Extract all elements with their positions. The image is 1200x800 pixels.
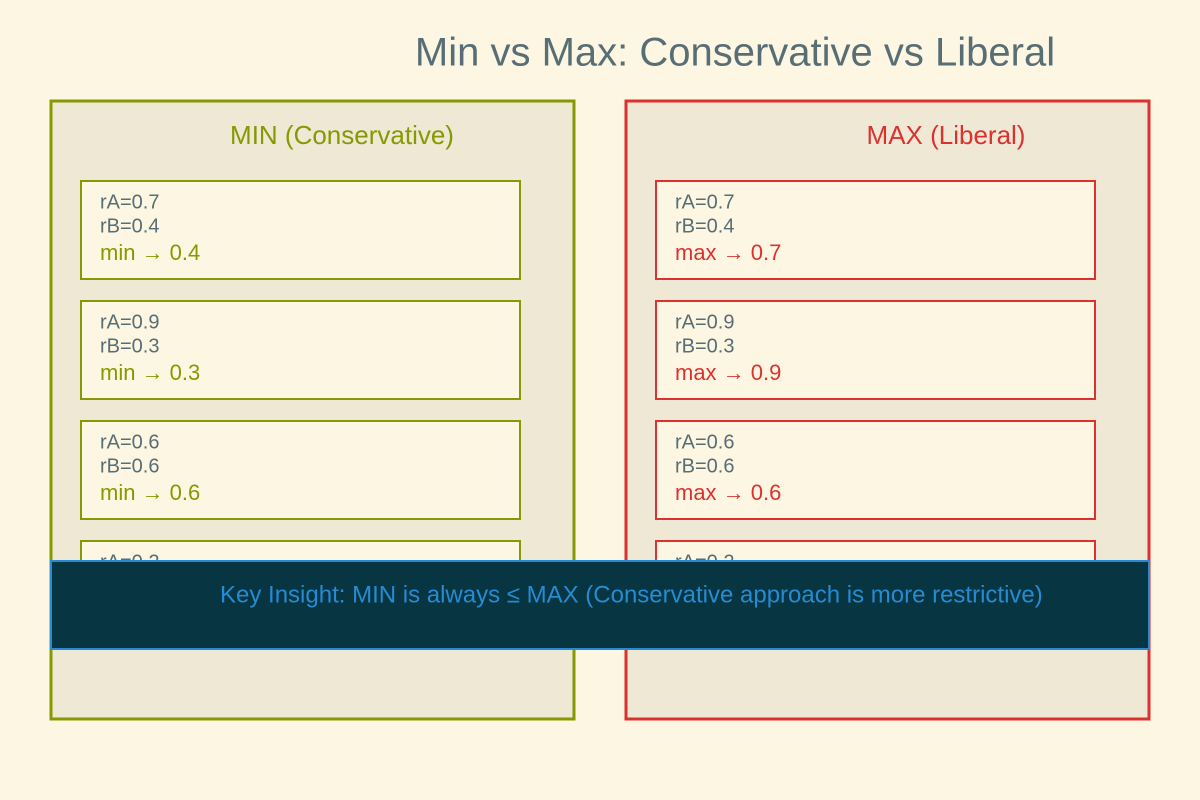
card-rb: rB=0.4 xyxy=(675,215,734,237)
card-result: max → 0.9 xyxy=(675,360,781,385)
card-ra: rA=0.7 xyxy=(100,191,159,213)
card xyxy=(655,420,1096,520)
card-result: min → 0.6 xyxy=(100,480,200,505)
card-rb: rB=0.4 xyxy=(100,215,159,237)
card xyxy=(80,180,521,280)
card-ra: rA=0.7 xyxy=(675,191,734,213)
card-result: max → 0.6 xyxy=(675,480,781,505)
card xyxy=(655,300,1096,400)
card-rb: rB=0.3 xyxy=(675,335,734,357)
card xyxy=(655,180,1096,280)
card-result: min → 0.4 xyxy=(100,240,200,265)
card-result: max → 0.7 xyxy=(675,240,781,265)
card xyxy=(80,300,521,400)
card-rb: rB=0.6 xyxy=(675,455,734,477)
insight-text: Key Insight: MIN is always ≤ MAX (Conser… xyxy=(220,581,1043,608)
card-ra: rA=0.6 xyxy=(100,431,159,453)
title: Min vs Max: Conservative vs Liberal xyxy=(415,31,1055,75)
card xyxy=(80,420,521,520)
insight-box: Key Insight: MIN is always ≤ MAX (Conser… xyxy=(50,560,1150,650)
card-rb: rB=0.6 xyxy=(100,455,159,477)
panel-heading: MIN (Conservative) xyxy=(230,120,454,150)
card-ra: rA=0.6 xyxy=(675,431,734,453)
insight-background xyxy=(50,560,1150,650)
card-rb: rB=0.3 xyxy=(100,335,159,357)
card-result: min → 0.3 xyxy=(100,360,200,385)
card-ra: rA=0.9 xyxy=(675,311,734,333)
panel-heading: MAX (Liberal) xyxy=(867,120,1026,150)
card-ra: rA=0.9 xyxy=(100,311,159,333)
